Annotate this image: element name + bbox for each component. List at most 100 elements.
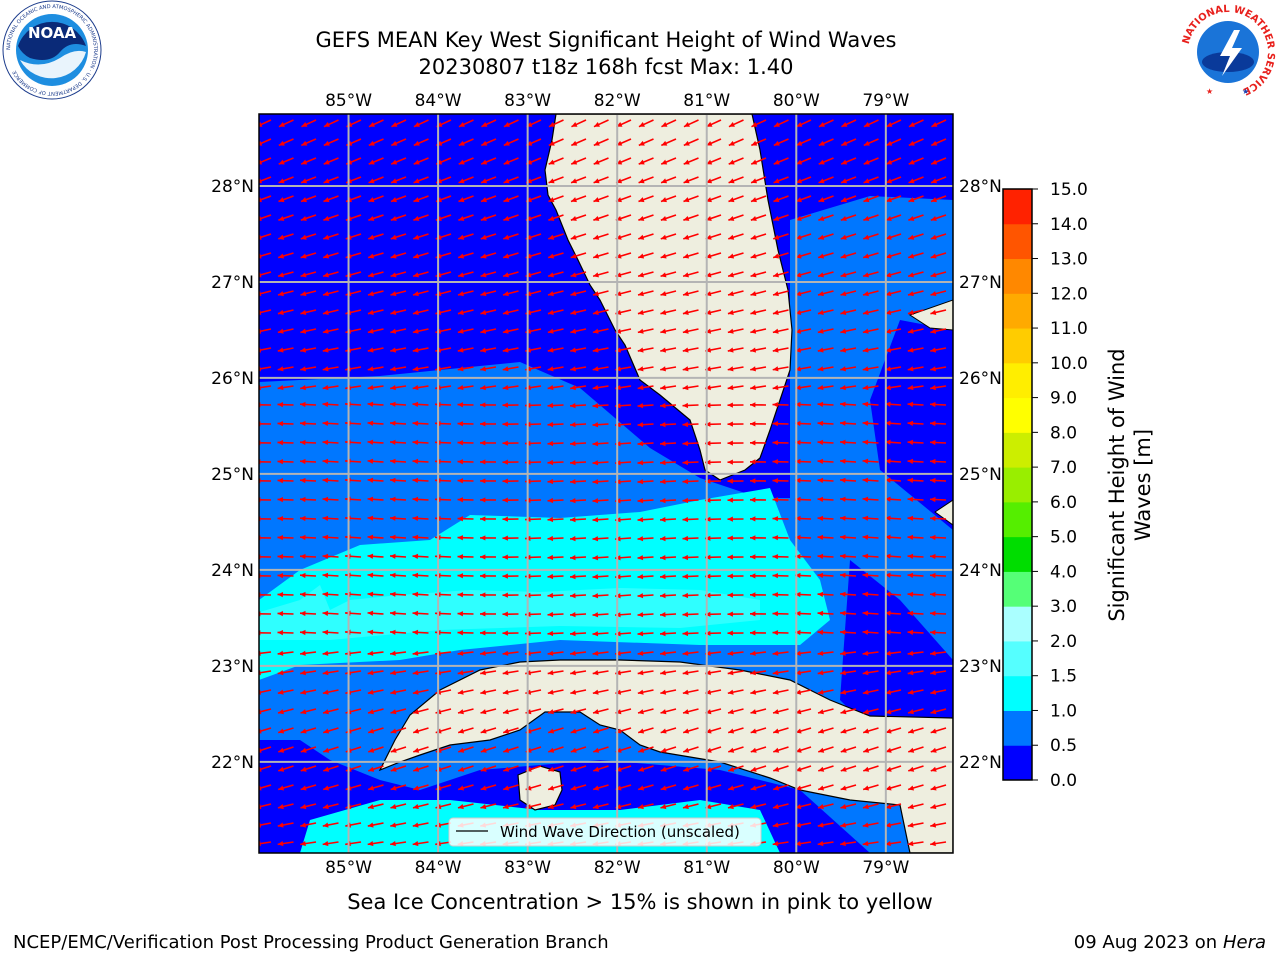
wave-direction-arrowhead bbox=[727, 592, 733, 598]
wave-direction-arrowhead bbox=[412, 366, 419, 372]
wave-direction-arrowhead bbox=[412, 401, 419, 408]
wave-direction-arrowhead bbox=[390, 385, 396, 391]
wave-direction-arrowhead bbox=[570, 555, 576, 561]
wave-direction-arrowhead bbox=[480, 573, 486, 579]
wave-direction-arrowhead bbox=[660, 366, 667, 372]
wave-direction-arrowhead bbox=[863, 785, 870, 791]
wave-direction-arrowhead bbox=[750, 747, 757, 753]
wave-direction-arrowhead bbox=[772, 440, 778, 446]
wave-direction-arrowhead bbox=[907, 366, 914, 372]
wave-direction-arrowhead bbox=[412, 629, 419, 636]
wave-direction-arrowhead bbox=[638, 272, 644, 278]
wave-direction-arrowhead bbox=[592, 479, 599, 485]
wave-direction-arrowhead bbox=[660, 728, 667, 734]
wave-direction-arrowhead bbox=[862, 309, 869, 315]
wave-direction-arrowhead bbox=[682, 328, 689, 334]
wave-direction-arrowhead bbox=[593, 785, 600, 791]
wave-direction-arrowhead bbox=[547, 554, 554, 561]
wave-direction-arrowhead bbox=[772, 309, 779, 315]
wave-direction-arrowhead bbox=[480, 535, 486, 541]
wave-direction-arrowhead bbox=[728, 272, 734, 278]
wave-direction-arrowhead bbox=[773, 766, 780, 772]
wave-direction-arrowhead bbox=[322, 804, 329, 810]
wave-direction-arrowhead bbox=[660, 555, 666, 561]
wave-direction-arrowhead bbox=[930, 272, 937, 278]
wave-direction-arrowhead bbox=[840, 591, 846, 597]
wave-direction-arrowhead bbox=[682, 611, 689, 618]
wave-direction-arrowhead bbox=[705, 478, 711, 484]
wave-direction-arrowhead bbox=[750, 516, 756, 522]
wave-direction-arrowhead bbox=[795, 840, 801, 847]
wave-direction-arrowhead bbox=[593, 197, 600, 203]
wave-direction-arrowhead bbox=[795, 215, 802, 221]
wave-direction-arrowhead bbox=[278, 215, 285, 221]
lat-tick-label: 25°N bbox=[211, 465, 254, 485]
wave-direction-arrowhead bbox=[862, 439, 869, 445]
wave-direction-arrowhead bbox=[300, 197, 307, 203]
wave-direction-arrowhead bbox=[413, 728, 420, 734]
wave-direction-arrowhead bbox=[683, 747, 690, 753]
wave-direction-arrowhead bbox=[570, 403, 576, 409]
wave-direction-arrowhead bbox=[683, 159, 690, 165]
colorbar-label: Significant Height of Wind Waves [m] bbox=[1105, 348, 1155, 622]
wave-direction-arrowhead bbox=[413, 178, 420, 184]
noaa-logo: NATIONAL OCEANIC AND ATMOSPHERIC ADMINIS… bbox=[2, 0, 102, 100]
wave-direction-arrowhead bbox=[931, 140, 938, 146]
wave-direction-arrowhead bbox=[480, 611, 486, 617]
wave-direction-arrowhead bbox=[502, 573, 508, 579]
wave-direction-arrowhead bbox=[390, 309, 397, 315]
wave-direction-arrowhead bbox=[413, 272, 419, 278]
wave-direction-arrowhead bbox=[930, 385, 936, 391]
wave-direction-arrowhead bbox=[660, 441, 666, 447]
wave-direction-arrowhead bbox=[547, 497, 554, 504]
wave-direction-arrowhead bbox=[367, 822, 374, 828]
wave-direction-arrowhead bbox=[886, 122, 893, 127]
wave-direction-arrowhead bbox=[367, 629, 374, 635]
colorbar-tick-label: 8.0 bbox=[1050, 423, 1077, 443]
wave-direction-arrowhead bbox=[412, 477, 419, 484]
wave-direction-arrowhead bbox=[390, 458, 396, 464]
wave-direction-arrowhead bbox=[637, 536, 644, 542]
wave-direction-arrowhead bbox=[457, 459, 463, 465]
wave-direction-arrowhead bbox=[548, 234, 555, 240]
wave-direction-arrowhead bbox=[367, 309, 374, 315]
wave-direction-arrowhead bbox=[840, 747, 847, 753]
chart-subtitle: 20230807 t18z 168h fcst Max: 1.40 bbox=[418, 55, 794, 79]
wave-direction-arrowhead bbox=[885, 272, 892, 278]
colorbar-tick-label: 9.0 bbox=[1050, 389, 1077, 409]
wave-direction-arrowhead bbox=[323, 178, 330, 184]
lon-tick-label: 82°W bbox=[594, 858, 641, 878]
wave-direction-arrowhead bbox=[457, 592, 463, 598]
wave-direction-arrowhead bbox=[547, 689, 554, 695]
wave-direction-arrow bbox=[259, 651, 272, 655]
wave-direction-arrowhead bbox=[367, 515, 374, 521]
wave-direction-arrowhead bbox=[593, 709, 599, 715]
wave-direction-arrowhead bbox=[502, 535, 508, 541]
wave-direction-arrowhead bbox=[682, 385, 689, 391]
wave-direction-arrowhead bbox=[930, 629, 936, 636]
wave-direction-arrowhead bbox=[480, 253, 487, 259]
wave-direction-arrowhead bbox=[727, 497, 733, 503]
wave-direction-arrowhead bbox=[368, 785, 375, 791]
wave-direction-arrowhead bbox=[682, 440, 689, 447]
wave-direction-arrowhead bbox=[259, 385, 261, 391]
wave-direction-arrowhead bbox=[368, 178, 375, 184]
wave-direction-arrowhead bbox=[278, 709, 284, 715]
wave-direction-arrowhead bbox=[908, 747, 915, 753]
lat-tick-label: 27°N bbox=[959, 273, 1002, 293]
wave-direction-arrowhead bbox=[930, 610, 936, 617]
wave-direction-arrowhead bbox=[570, 517, 576, 523]
wave-direction-arrowhead bbox=[772, 573, 778, 579]
wave-direction-arrowhead bbox=[772, 630, 778, 636]
wave-direction-arrowhead bbox=[367, 572, 374, 578]
wave-direction-arrowhead bbox=[413, 234, 420, 240]
map-frame bbox=[258, 113, 954, 854]
wave-direction-arrowhead bbox=[907, 420, 914, 426]
wave-direction-arrowhead bbox=[930, 553, 936, 560]
wave-direction-arrowhead bbox=[885, 840, 891, 847]
wave-direction-arrowhead bbox=[930, 328, 937, 334]
wave-direction-arrowhead bbox=[300, 328, 307, 334]
wave-direction-arrowhead bbox=[548, 747, 555, 753]
wave-direction-arrowhead bbox=[547, 670, 554, 676]
wave-direction-arrowhead bbox=[907, 401, 914, 407]
